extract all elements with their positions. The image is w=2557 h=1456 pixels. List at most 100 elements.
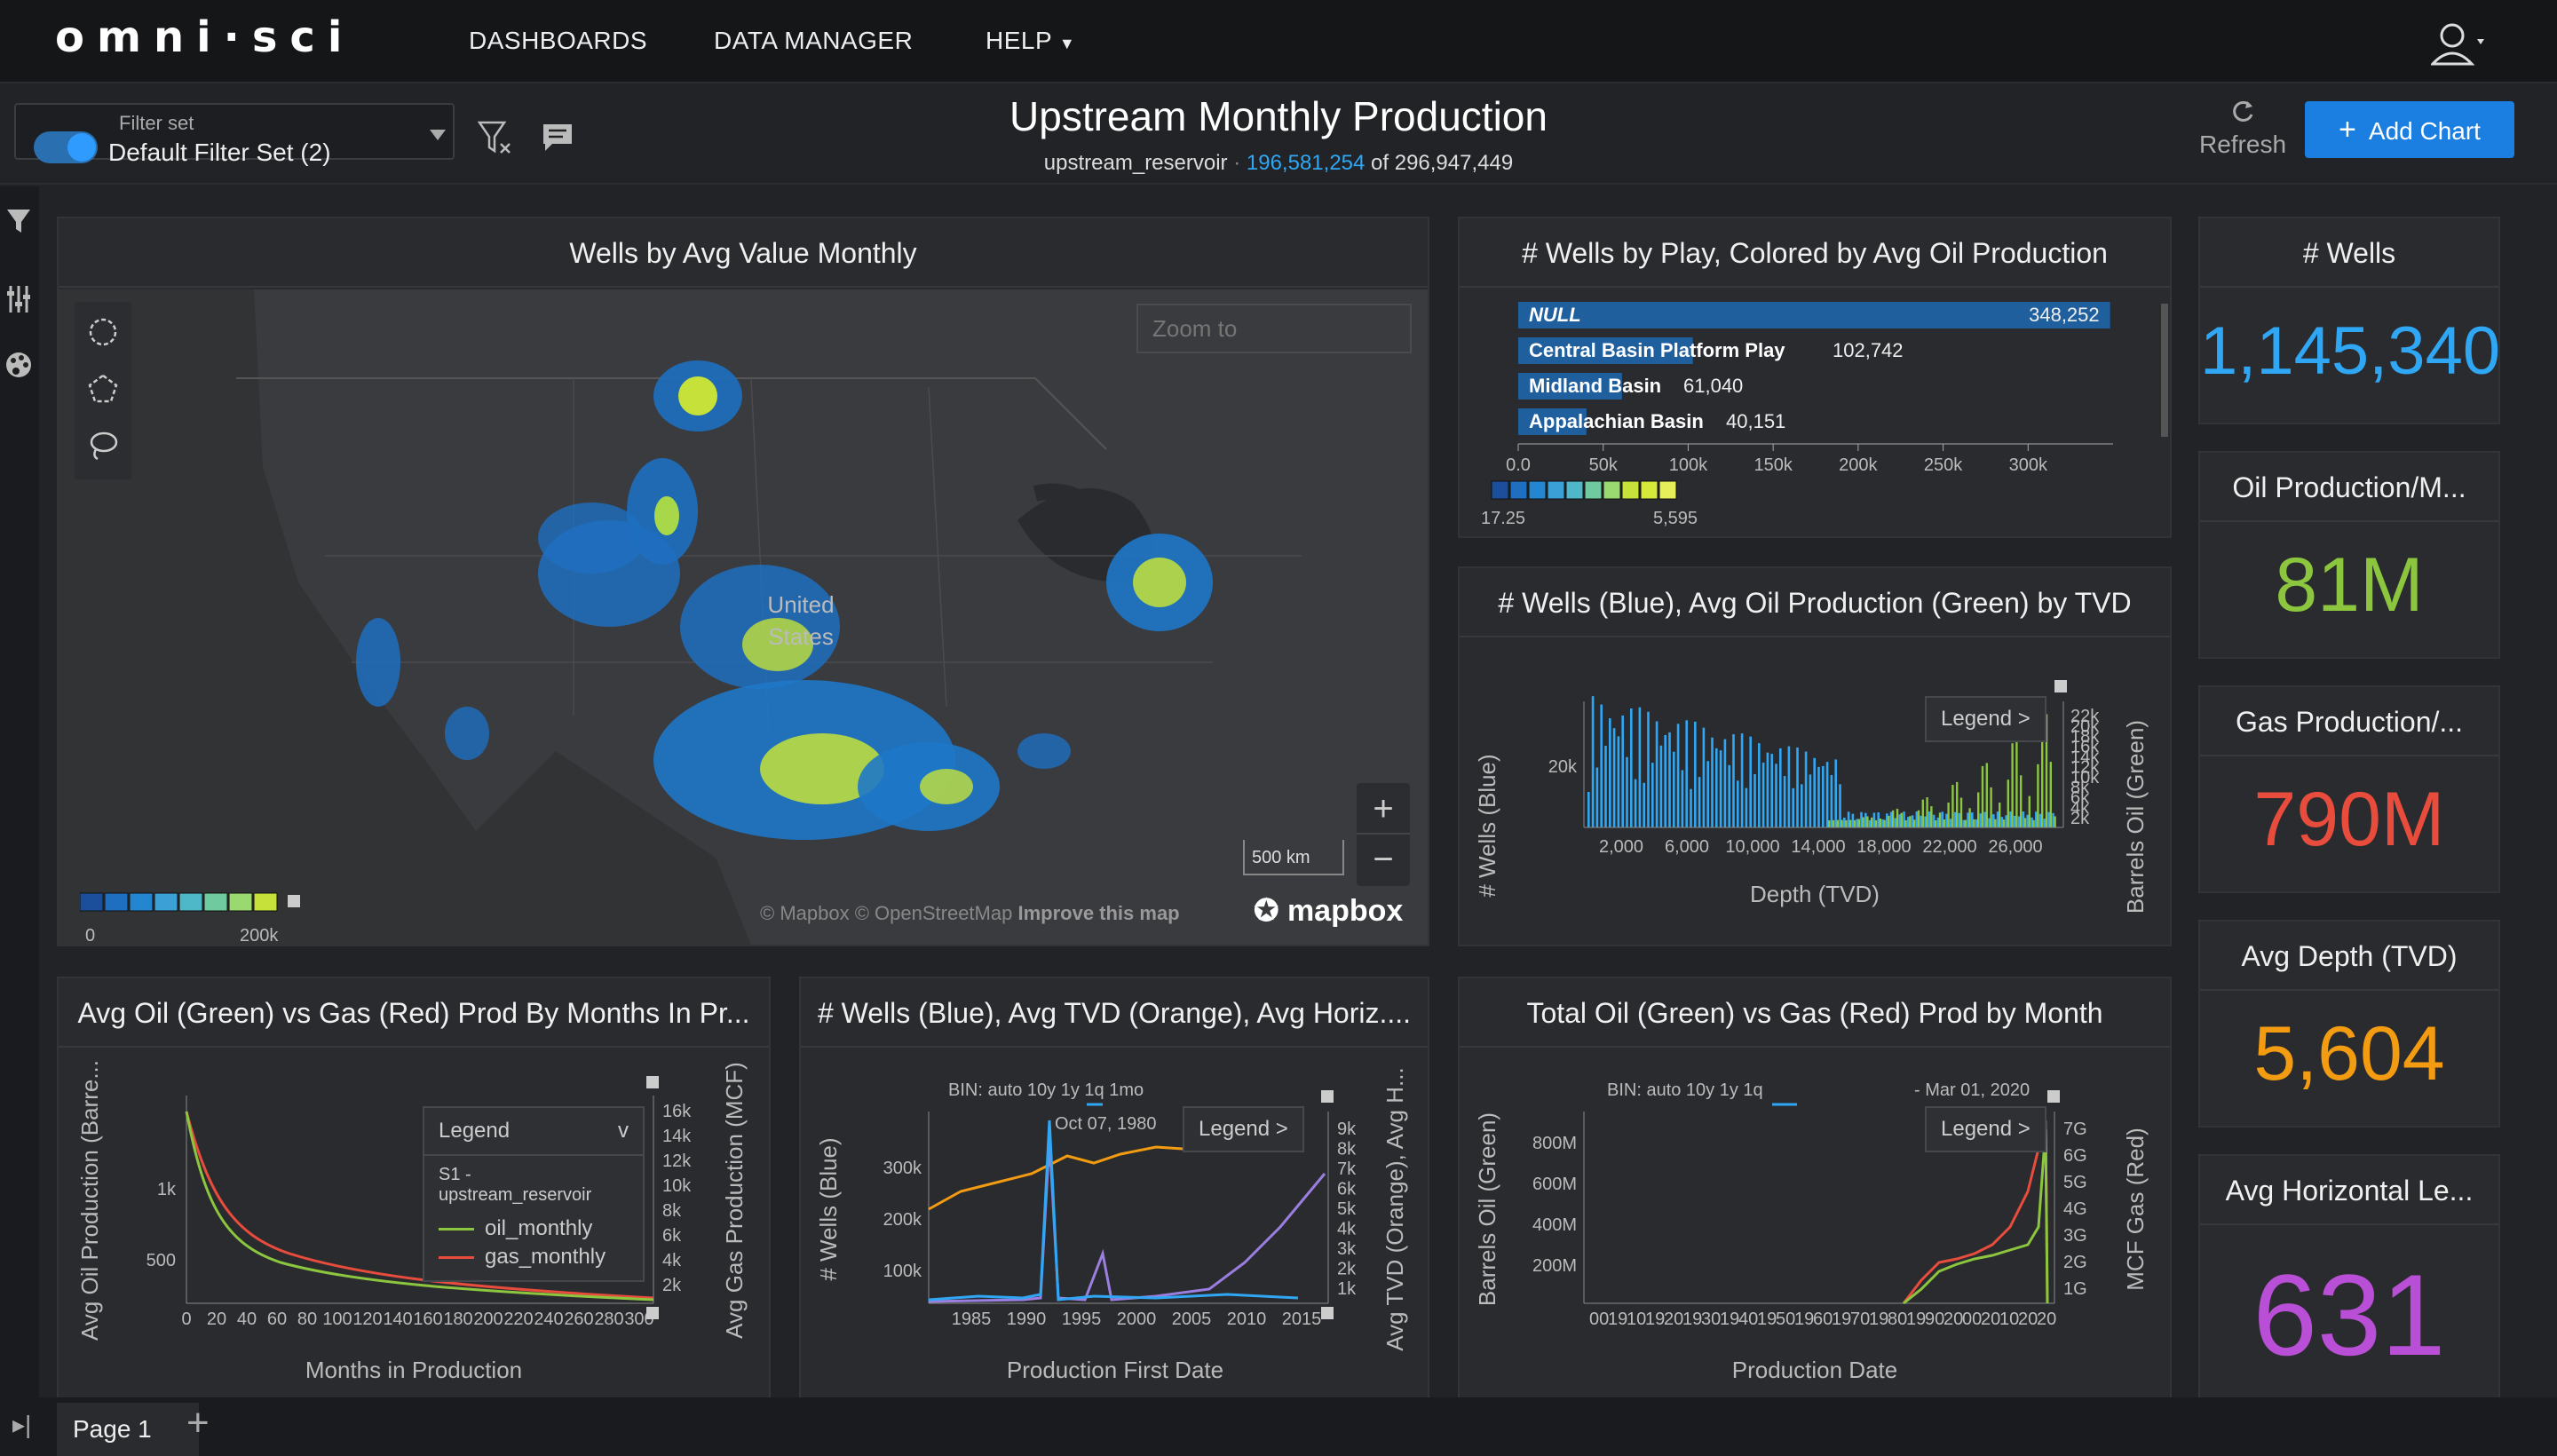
tvd-oil-bar [1964,819,1967,827]
circle-select-icon[interactable] [87,316,119,348]
tvd-oil-bar [1900,812,1903,827]
collapse-icon[interactable]: ▸| [12,1411,32,1438]
legend-item-oil[interactable]: oil_monthly [424,1215,643,1243]
sliders-icon[interactable] [5,284,32,314]
play-legend-swatch [1491,480,1509,500]
tvd-oil-bar [1956,781,1959,827]
months-x-tick: 260 [564,1310,593,1329]
first-date-x-tick: 2000 [1117,1310,1157,1329]
months-y2-tick: 14k [662,1127,692,1146]
kpi-oil[interactable]: Oil Production/M... 81M [2198,451,2500,659]
total-chart[interactable]: BIN: auto 10y 1y 1q - Mar 01, 2020 00191… [1460,1049,2170,1419]
filter-icon[interactable] [5,208,32,234]
kpi-horizontal[interactable]: Avg Horizontal Le... 631 [2198,1154,2500,1420]
dashboard-title[interactable]: Upstream Monthly Production [1009,93,1548,139]
user-menu[interactable] [2429,18,2486,67]
nav-dashboards[interactable]: DASHBOARDS [469,27,648,54]
gas-monthly-line [185,1111,654,1300]
filter-set-label: Filter set [114,112,200,135]
tvd-oil-bar [2037,764,2039,827]
lasso-select-icon[interactable] [87,430,119,462]
lock-icon[interactable] [646,1076,659,1088]
oil-monthly-line [185,1111,654,1302]
tvd-oil-bar [2032,819,2035,827]
months-legend[interactable]: Legend v S1 - upstream_reservoir oil_mont… [423,1106,645,1282]
first-date-y2-tick: 8k [1337,1140,1357,1159]
lock-icon[interactable] [1321,1090,1334,1103]
first-date-chart[interactable]: BIN: auto 10y 1y 1q 1mo Oct 07, 1980 198… [801,1049,1428,1419]
wells-by-play-chart[interactable]: NULL 348,252 Central Basin Platform Play 10… [1460,289,2170,536]
zoom-out-button[interactable]: − [1373,840,1394,879]
tvd-legend-button[interactable]: Legend > [1925,696,2046,742]
first-date-legend-button[interactable]: Legend > [1183,1106,1304,1152]
map-attribution[interactable]: © Mapbox © OpenStreetMap Improve this ma… [760,902,1180,925]
tvd-wells-bar [1587,792,1590,827]
palette-icon[interactable] [4,350,34,380]
tvd-wells-bar [1783,776,1786,827]
comment-icon[interactable] [542,123,574,153]
months-chart[interactable]: 0 20 40 60 80 100 120 140 160 180 200 220 240 260 280 3… [59,1049,769,1419]
tvd-oil-bar [1845,819,1848,827]
first-date-title[interactable]: # Wells (Blue), Avg TVD (Orange), Avg Ho… [801,978,1428,1048]
zoom-in-button[interactable]: + [1357,783,1410,835]
filter-toggle[interactable] [34,131,98,163]
tvd-oil-bar [1866,816,1869,827]
tvd-wells-bar [1996,811,1999,827]
lock-icon[interactable] [2054,680,2067,692]
lock-icon[interactable] [646,1307,659,1319]
kpi-depth[interactable]: Avg Depth (TVD) 5,604 [2198,920,2500,1128]
zoom-to-input[interactable] [1136,304,1412,353]
nav-data-manager[interactable]: DATA MANAGER [714,27,914,54]
total-title[interactable]: Total Oil (Green) vs Gas (Red) Prod by M… [1460,978,2170,1048]
play-bar-value: 40,151 [1726,410,1785,432]
first-date-y-tick: 100k [883,1262,922,1281]
clear-filter-icon[interactable] [478,121,513,156]
tvd-wells-bar [1673,751,1675,827]
kpi-gas[interactable]: Gas Production/... 790M [2198,685,2500,893]
tvd-oil-bar [1879,818,1881,827]
well-density-layer [356,360,1213,840]
tvd-oil-bar [1951,785,1954,827]
kpi-wells[interactable]: # Wells 1,145,340 [2198,217,2500,424]
tvd-wells-bar [1856,819,1858,827]
add-chart-button[interactable]: + Add Chart [2305,101,2514,158]
kpi-depth-title: Avg Depth (TVD) [2200,922,2498,991]
polygon-select-icon[interactable] [87,373,119,405]
months-x-tick: 160 [413,1310,442,1329]
improve-map-link[interactable]: Improve this map [1017,902,1180,924]
play-bar-label: Appalachian Basin [1529,410,1704,432]
map-legend-swatch [253,892,278,912]
legend-item-gas[interactable]: gas_monthly [424,1243,643,1280]
nav-help[interactable]: HELP ▼ [986,27,1075,55]
tvd-wells-bar [1595,767,1599,827]
first-date-bin[interactable]: BIN: auto 10y 1y 1q 1mo [948,1080,1144,1100]
page-tab[interactable]: Page 1 [57,1403,199,1456]
lock-icon[interactable] [2047,1090,2060,1103]
dashboard-subtitle: upstream_reservoir · 196,581,254 of 296,… [1043,151,1514,175]
refresh-button[interactable]: Refresh [2191,98,2294,159]
tvd-title[interactable]: # Wells (Blue), Avg Oil Production (Gree… [1460,568,2170,637]
filter-set-select[interactable]: Filter set Default Filter Set (2) [14,103,455,166]
tvd-chart[interactable]: 2,000 6,000 10,000 14,000 18,000 22,000 26,000… [1460,639,2170,945]
play-scrollbar[interactable] [2161,304,2168,437]
total-bin[interactable]: BIN: auto 10y 1y 1q [1607,1080,1763,1100]
tvd-y2-tick: 16k [2070,738,2100,757]
months-title[interactable]: Avg Oil (Green) vs Gas (Red) Prod By Mon… [59,978,769,1048]
logo[interactable]: omni·sci [55,12,355,62]
legend-item-gas-label: gas_monthly [485,1245,606,1269]
add-page-button[interactable]: + [186,1401,210,1444]
months-legend-header[interactable]: Legend v [424,1108,643,1156]
tvd-wells-bar [1950,819,1952,827]
map-legend-swatch [154,892,178,912]
total-x-tick: 00 [1962,1310,1982,1329]
tvd-oil-bar [2023,818,2027,827]
tvd-oil-bar [1841,819,1843,827]
lock-icon[interactable] [288,895,300,907]
map-canvas[interactable]: United States + − 500 km © Mapbox © Open… [59,289,1428,945]
wells-by-play-title[interactable]: # Wells by Play, Colored by Avg Oil Prod… [1460,218,2170,288]
total-legend-button[interactable]: Legend > [1925,1106,2046,1152]
map-title[interactable]: Wells by Avg Value Monthly [59,218,1428,288]
first-date-x-tick: 1990 [1007,1310,1047,1329]
total-x-tick: 19 [1869,1310,1888,1329]
lock-icon[interactable] [1321,1307,1334,1319]
